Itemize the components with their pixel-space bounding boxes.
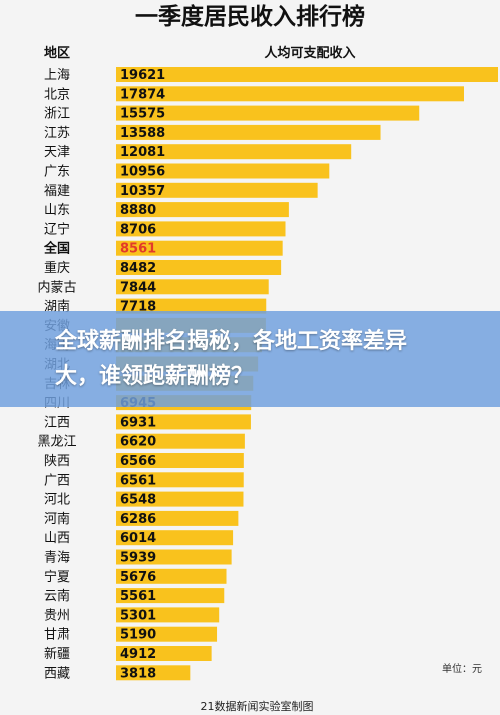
region-label: 新疆 bbox=[44, 646, 70, 662]
region-label: 重庆 bbox=[44, 260, 70, 276]
region-label: 山西 bbox=[44, 531, 70, 546]
income-bar bbox=[116, 453, 244, 468]
region-label: 青海 bbox=[44, 551, 70, 566]
income-value-label: 17874 bbox=[120, 87, 165, 102]
income-bar bbox=[116, 182, 318, 198]
region-label: 内蒙古 bbox=[37, 279, 76, 295]
income-bar bbox=[116, 260, 282, 275]
headline-text: 全球薪酬排名揭秘，各地工资率差异大，谁领跑薪酬榜？ bbox=[55, 329, 408, 389]
region-column-header: 地区 bbox=[44, 45, 70, 61]
income-value-label: 10956 bbox=[120, 165, 165, 180]
income-value-label: 3818 bbox=[120, 666, 156, 681]
source-label: 21数据新闻实验室制图 bbox=[201, 699, 314, 713]
income-bar bbox=[116, 510, 239, 526]
income-value-label: 19621 bbox=[120, 68, 165, 83]
income-value-label: 5939 bbox=[120, 551, 156, 566]
income-bar bbox=[116, 433, 245, 449]
income-value-label: 5561 bbox=[120, 589, 156, 604]
income-value-label: 6566 bbox=[120, 454, 156, 469]
region-label: 江西 bbox=[44, 415, 70, 430]
income-bar bbox=[116, 665, 191, 681]
region-label: 甘肃 bbox=[44, 628, 70, 643]
region-label: 上海 bbox=[44, 68, 70, 83]
income-value-label: 8706 bbox=[120, 222, 156, 237]
income-column-header: 人均可支配收入 bbox=[264, 45, 355, 61]
income-value-label: 6014 bbox=[120, 531, 156, 546]
chart-title: 一季度居民收入排行榜 bbox=[135, 3, 365, 30]
income-value-label: 6548 bbox=[120, 493, 156, 508]
income-bar bbox=[116, 626, 218, 642]
region-label: 贵州 bbox=[44, 608, 70, 623]
region-label: 全国 bbox=[43, 241, 70, 257]
region-label: 河北 bbox=[44, 493, 70, 508]
income-bar bbox=[116, 202, 289, 218]
region-label: 湖南 bbox=[44, 299, 70, 315]
income-bar bbox=[116, 144, 352, 160]
region-label: 云南 bbox=[44, 588, 70, 604]
income-value-label: 7718 bbox=[120, 300, 156, 315]
region-label: 河南 bbox=[44, 511, 70, 527]
region-label: 广东 bbox=[44, 165, 70, 180]
region-label: 浙江 bbox=[44, 107, 70, 122]
income-bar bbox=[116, 472, 244, 488]
income-bar bbox=[116, 646, 212, 661]
unit-label: 单位：元 bbox=[442, 662, 482, 675]
income-bar bbox=[116, 67, 498, 82]
income-bar bbox=[116, 298, 267, 314]
income-bar bbox=[116, 240, 283, 256]
income-value-label: 4912 bbox=[120, 647, 156, 662]
region-label: 广西 bbox=[44, 473, 70, 488]
income-value-label: 5301 bbox=[120, 608, 156, 623]
income-value-label: 6561 bbox=[120, 473, 156, 488]
income-value-label: 5190 bbox=[120, 628, 156, 643]
region-label: 天津 bbox=[44, 145, 70, 160]
region-label: 江苏 bbox=[44, 125, 70, 141]
income-value-label: 8880 bbox=[120, 203, 156, 218]
income-value-label: 6931 bbox=[120, 415, 156, 430]
income-bar bbox=[116, 86, 464, 102]
income-value-label: 15575 bbox=[120, 107, 165, 122]
income-bar bbox=[116, 279, 269, 295]
income-bar bbox=[116, 105, 420, 121]
income-value-label: 12081 bbox=[120, 145, 165, 160]
region-label: 陕西 bbox=[44, 454, 70, 469]
region-label: 山东 bbox=[44, 203, 70, 218]
income-bar bbox=[116, 163, 330, 179]
income-value-label: 8482 bbox=[120, 261, 156, 276]
region-label: 西藏 bbox=[44, 666, 70, 681]
income-value-label: 8561 bbox=[120, 242, 156, 257]
region-label: 北京 bbox=[44, 87, 70, 102]
income-value-label: 13588 bbox=[120, 126, 165, 141]
income-value-label: 6620 bbox=[120, 435, 156, 450]
region-label: 福建 bbox=[44, 184, 70, 199]
income-value-label: 7844 bbox=[120, 280, 156, 295]
income-value-label: 6286 bbox=[120, 512, 156, 527]
income-bar bbox=[116, 568, 227, 584]
region-label: 黑龙江 bbox=[37, 435, 76, 450]
income-bar bbox=[116, 221, 286, 237]
region-label: 辽宁 bbox=[44, 221, 70, 237]
income-bar bbox=[116, 124, 381, 140]
income-bar bbox=[116, 549, 232, 565]
income-bar bbox=[116, 414, 251, 430]
income-bar bbox=[116, 588, 225, 604]
income-bar bbox=[116, 530, 234, 546]
income-bar bbox=[116, 607, 220, 623]
income-bar bbox=[116, 491, 244, 507]
headline-banner: 全球薪酬排名揭秘，各地工资率差异大，谁领跑薪酬榜？ bbox=[0, 311, 500, 407]
region-label: 宁夏 bbox=[44, 569, 70, 585]
income-value-label: 5676 bbox=[120, 570, 156, 585]
income-value-label: 10357 bbox=[120, 184, 165, 199]
